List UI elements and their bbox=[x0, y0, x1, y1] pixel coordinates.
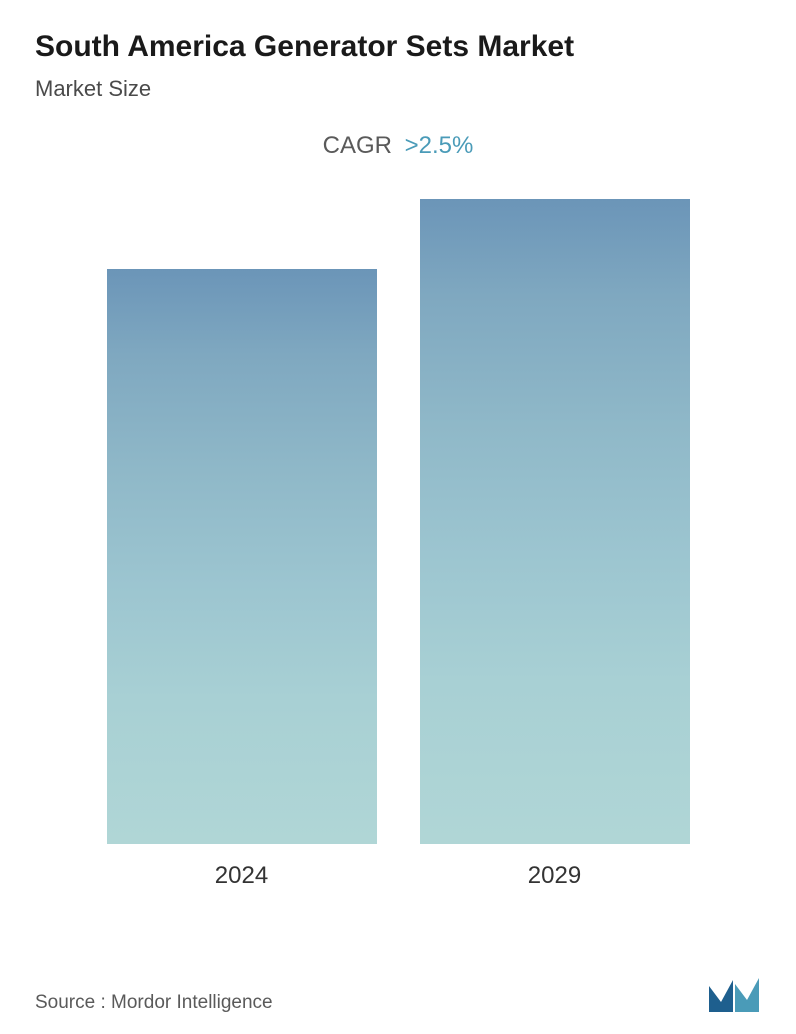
bar-group-2029: 2029 bbox=[420, 199, 690, 890]
source-text: Source : Mordor Intelligence bbox=[35, 992, 273, 1014]
bar-chart: 2024 2029 bbox=[35, 180, 761, 900]
cagr-label: CAGR bbox=[323, 132, 392, 159]
page-title: South America Generator Sets Market bbox=[35, 30, 761, 64]
cagr-row: CAGR >2.5% bbox=[35, 132, 761, 160]
page-subtitle: Market Size bbox=[35, 76, 761, 102]
bar-2029 bbox=[420, 199, 690, 844]
bar-2024 bbox=[107, 269, 377, 844]
bar-label-2029: 2029 bbox=[528, 862, 581, 890]
footer: Source : Mordor Intelligence bbox=[35, 976, 761, 1014]
mordor-logo-icon bbox=[707, 976, 761, 1014]
bar-group-2024: 2024 bbox=[107, 269, 377, 890]
cagr-value: >2.5% bbox=[405, 132, 474, 159]
bar-label-2024: 2024 bbox=[215, 862, 268, 890]
